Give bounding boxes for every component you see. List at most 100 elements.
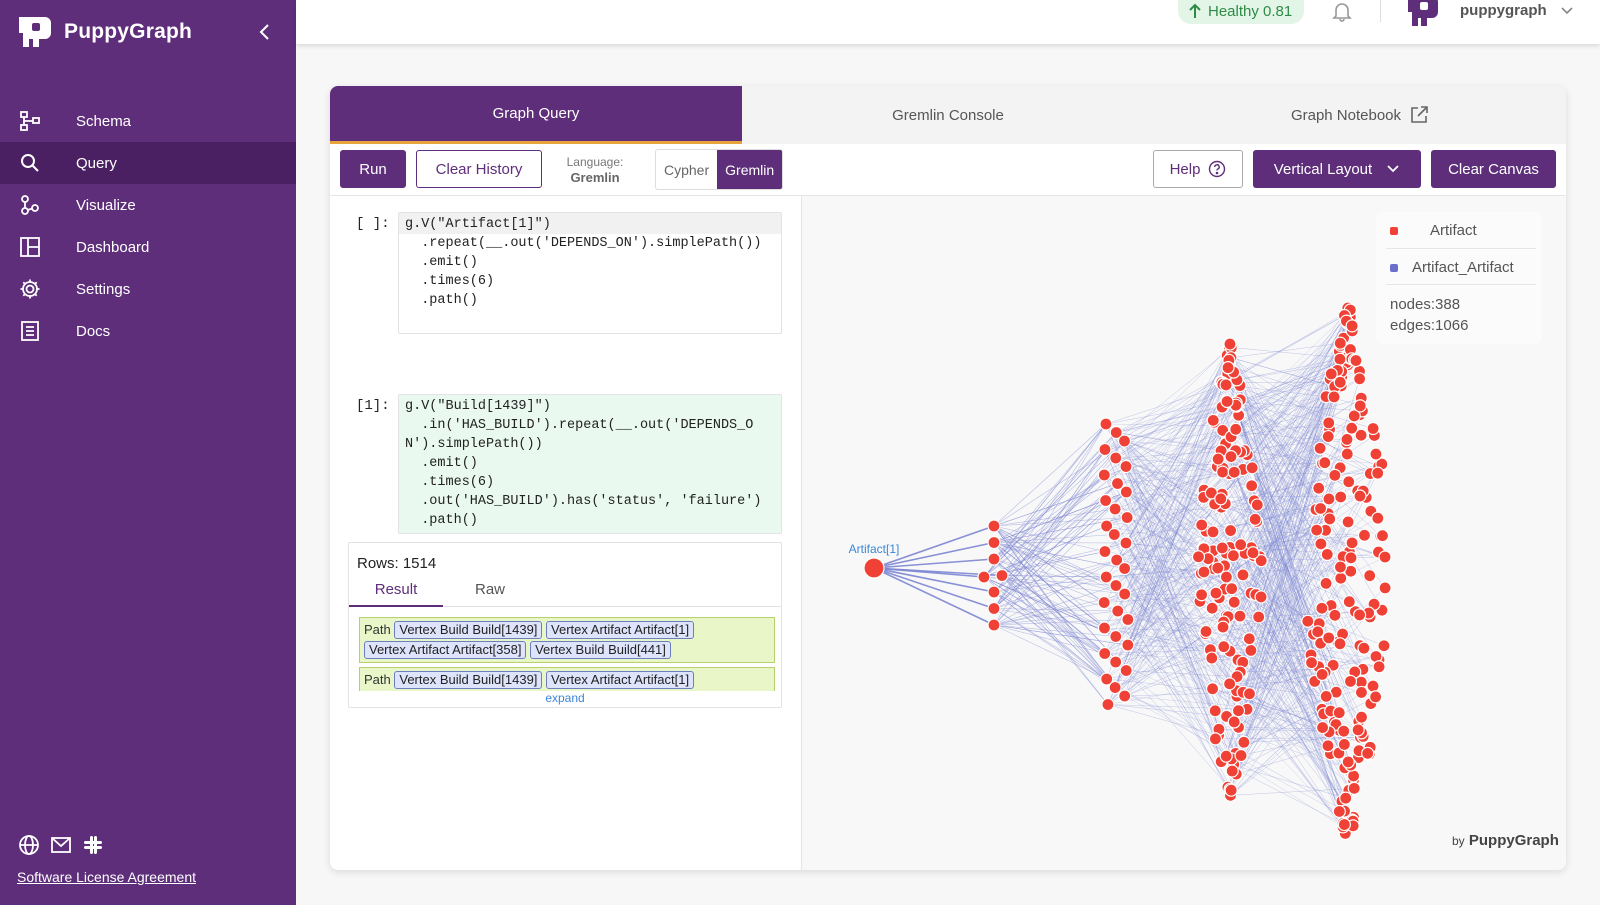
graph-node[interactable] [1208,704,1222,718]
graph-node[interactable] [1206,413,1220,427]
graph-node[interactable] [1217,640,1231,654]
graph-node[interactable] [1119,485,1133,499]
graph-node[interactable] [1098,646,1112,661]
graph-node[interactable] [1199,624,1213,639]
graph-node[interactable] [1353,372,1367,386]
graph-node[interactable] [995,568,1009,583]
graph-node[interactable] [1121,638,1135,652]
graph-node[interactable] [1245,479,1259,493]
graph-node[interactable] [1219,570,1234,584]
graph-node[interactable] [1119,536,1133,550]
graph-node[interactable] [1334,490,1348,504]
graph-node[interactable] [1339,791,1353,805]
graph-node[interactable] [977,570,991,584]
graph-node[interactable] [1248,512,1262,526]
graph-node[interactable] [1250,498,1264,512]
graph-node[interactable] [1378,581,1392,595]
graph-node[interactable] [1315,601,1329,615]
graph-node[interactable] [1345,536,1359,550]
graph-node[interactable] [1118,689,1132,703]
graph-node[interactable] [1252,610,1266,624]
graph-node[interactable] [1320,547,1334,561]
graph-node[interactable] [1205,651,1219,665]
graph-node[interactable] [1371,466,1385,480]
graph-node[interactable] [987,585,1001,599]
graph-node[interactable] [1366,679,1380,693]
graph-node[interactable] [1375,529,1390,543]
graph-node[interactable] [1099,570,1113,584]
graph-node[interactable] [1219,378,1233,392]
graph-node[interactable] [1321,429,1335,444]
graph-node[interactable] [1109,451,1123,465]
graph-node[interactable] [1237,735,1251,749]
health-badge[interactable]: Healthy 0.81 [1178,0,1305,24]
graph-node[interactable] [1310,523,1324,537]
graph-node[interactable] [1223,337,1237,351]
graph-node[interactable] [1225,582,1239,596]
tab-graph-notebook[interactable]: Graph Notebook [1154,86,1566,144]
graph-node[interactable] [1313,501,1328,516]
graph-node[interactable] [1322,492,1336,506]
graph-node[interactable] [1220,394,1234,409]
graph-node[interactable] [1346,769,1361,783]
graph-node[interactable] [1347,781,1361,795]
mail-icon[interactable] [50,834,72,856]
graph-node[interactable] [1333,637,1347,651]
graph-node[interactable] [1345,421,1359,435]
clear-history-button[interactable]: Clear History [416,150,542,188]
vertex-chip[interactable]: Vertex Build Build[1439] [394,671,543,689]
graph-node[interactable] [1120,510,1134,525]
sidebar-item-docs[interactable]: Docs [0,310,296,352]
graph-node[interactable] [1337,817,1351,832]
graph-node[interactable] [1231,704,1246,718]
graph-node[interactable] [1246,546,1260,560]
graph-node[interactable] [1315,720,1330,735]
tab-raw[interactable]: Raw [474,581,505,598]
gremlin-option[interactable]: Gremlin [717,150,783,189]
graph-node[interactable] [1099,417,1113,431]
graph-node[interactable] [1221,361,1235,375]
graph-node[interactable] [1110,553,1124,567]
chevron-down-icon[interactable] [1560,4,1574,18]
code-cell[interactable]: g.V("Artifact[1]") .repeat(__.out('DEPEN… [398,212,782,334]
graph-node[interactable] [1219,749,1233,763]
graph-node[interactable] [1354,710,1369,724]
graph-node[interactable] [1211,452,1225,466]
graph-node[interactable] [1254,554,1268,568]
graph-node[interactable] [1322,631,1336,645]
cypher-option[interactable]: Cypher [664,161,710,178]
graph-node[interactable] [1224,783,1238,797]
graph-node[interactable] [1319,689,1333,703]
graph-node[interactable] [1118,561,1132,576]
graph-node[interactable] [1229,422,1243,436]
username[interactable]: puppygraph [1460,2,1547,19]
license-link[interactable]: Software License Agreement [17,869,196,885]
clear-canvas-button[interactable]: Clear Canvas [1431,150,1556,188]
graph-node[interactable] [1319,576,1333,591]
graph-node[interactable] [1209,586,1223,600]
graph-node[interactable] [1226,549,1240,563]
graph-node[interactable] [1324,367,1338,381]
graph-node[interactable] [1214,492,1228,506]
graph-node[interactable] [1314,537,1328,551]
tab-gremlin-console[interactable]: Gremlin Console [742,86,1154,144]
graph-node[interactable] [1301,614,1315,628]
graph-canvas[interactable]: Artifact[1] [802,196,1566,870]
expand-link[interactable]: expand [545,691,585,705]
graph-node[interactable] [1334,571,1348,585]
graph-node[interactable] [1119,663,1133,678]
graph-node[interactable] [987,601,1001,616]
graph-node[interactable] [1109,578,1123,593]
graph-node[interactable] [1225,764,1239,778]
graph-node[interactable] [1233,609,1247,623]
bell-icon[interactable] [1332,0,1352,22]
graph-node[interactable] [1304,656,1319,670]
graph-node[interactable] [1378,550,1392,564]
graph-node[interactable] [1332,804,1346,819]
graph-node[interactable] [1337,724,1351,738]
code-cell[interactable]: g.V("Build[1439]") .in('HAS_BUILD').repe… [398,394,782,534]
graph-node[interactable] [1351,723,1365,737]
graph-node[interactable] [1119,459,1133,474]
graph-node[interactable] [1110,476,1125,491]
graph-node[interactable] [1354,685,1369,700]
